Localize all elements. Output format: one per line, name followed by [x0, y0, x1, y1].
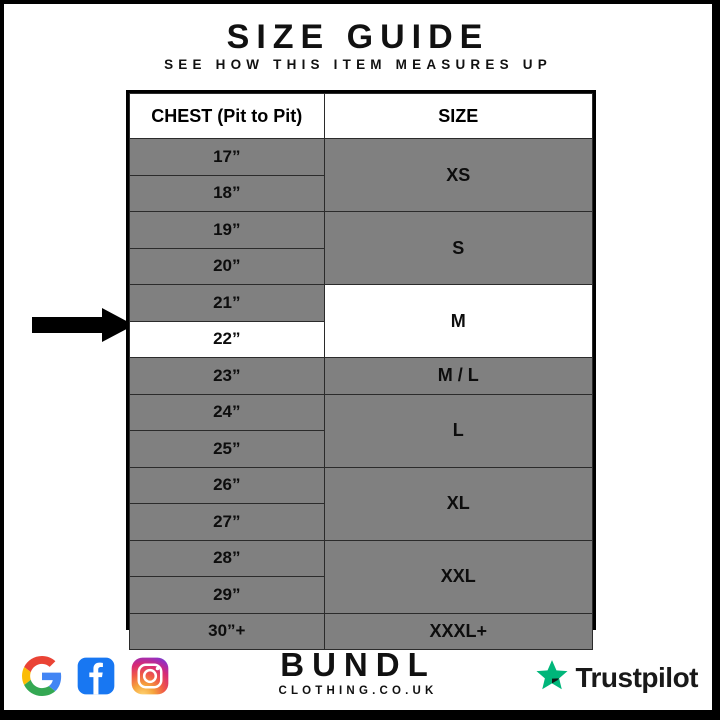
- size-guide-card: SIZE GUIDE SEE HOW THIS ITEM MEASURES UP…: [4, 4, 712, 710]
- table-row: 26” XL: [129, 466, 594, 541]
- chest-measurement-cell: 23”: [129, 357, 325, 395]
- size-label-cell: S: [323, 211, 594, 285]
- brand-logo: BUNDL CLOTHING.CO.UK: [4, 646, 712, 697]
- facebook-icon[interactable]: [76, 656, 116, 696]
- google-icon[interactable]: [22, 656, 62, 696]
- trustpilot-label: Trustpilot: [575, 661, 698, 693]
- size-label-cell: L: [323, 393, 594, 468]
- size-label-cell: XXXL+: [323, 612, 594, 650]
- right-arrow-icon: [32, 308, 134, 342]
- chest-measurement-cell: 21”: [129, 284, 325, 322]
- social-links: [22, 656, 170, 696]
- table-row: 19” S: [129, 211, 594, 285]
- column-header-size: SIZE: [323, 93, 594, 139]
- table-row: 21” M: [129, 284, 594, 358]
- table-row: 18”: [129, 174, 593, 212]
- table-body: 17” XS 18” 19” S 20” 21” M 22” 23” M / L 24” L 25” 26”…: [129, 138, 594, 650]
- brand-name: BUNDL: [280, 646, 436, 683]
- table-row: 24” L: [129, 393, 594, 468]
- size-label-cell: XS: [323, 138, 594, 212]
- table-row: 20”: [129, 247, 593, 285]
- chest-measurement-cell: 26”: [129, 466, 325, 504]
- size-chart-table: CHEST (Pit to Pit) SIZE 17” XS 18” 19” S 20” 2…: [126, 90, 596, 650]
- size-label-cell: XXL: [323, 539, 594, 614]
- chest-measurement-cell: 29”: [129, 576, 325, 614]
- size-label-cell: M: [323, 284, 594, 358]
- table-row: 25”: [129, 430, 593, 468]
- page-subtitle: SEE HOW THIS ITEM MEASURES UP: [164, 57, 552, 72]
- footer: BUNDL CLOTHING.CO.UK Trustpilot: [4, 642, 712, 710]
- table-row: 29”: [129, 576, 593, 614]
- chest-measurement-cell: 18”: [129, 174, 325, 212]
- table-header-row: CHEST (Pit to Pit) SIZE: [129, 93, 594, 139]
- instagram-icon[interactable]: [130, 656, 170, 696]
- trustpilot-logo[interactable]: Trustpilot: [535, 658, 698, 697]
- table-row: 28” XXL: [129, 539, 594, 614]
- size-label-cell: M / L: [323, 357, 594, 395]
- table-row: 27”: [129, 503, 593, 541]
- size-label-cell: XL: [323, 466, 594, 541]
- column-header-chest: CHEST (Pit to Pit): [129, 93, 325, 139]
- chest-measurement-cell: 22”: [129, 320, 325, 358]
- chest-measurement-cell: 27”: [129, 503, 325, 541]
- page-title: SIZE GUIDE: [226, 18, 490, 56]
- brand-domain: CLOTHING.CO.UK: [278, 684, 438, 697]
- chest-measurement-cell: 17”: [129, 138, 325, 176]
- chest-measurement-cell: 19”: [129, 211, 325, 249]
- table-row: 23” M / L: [129, 357, 594, 395]
- trustpilot-star-icon: [535, 658, 569, 697]
- chest-measurement-cell: 20”: [129, 247, 325, 285]
- chest-measurement-cell: 24”: [129, 393, 325, 431]
- table-row: 17” XS: [129, 138, 594, 212]
- chest-measurement-cell: 30”+: [129, 612, 325, 650]
- chest-measurement-cell: 28”: [129, 539, 325, 577]
- chest-measurement-cell: 25”: [129, 430, 325, 468]
- table-row: 30”+ XXXL+: [129, 612, 594, 650]
